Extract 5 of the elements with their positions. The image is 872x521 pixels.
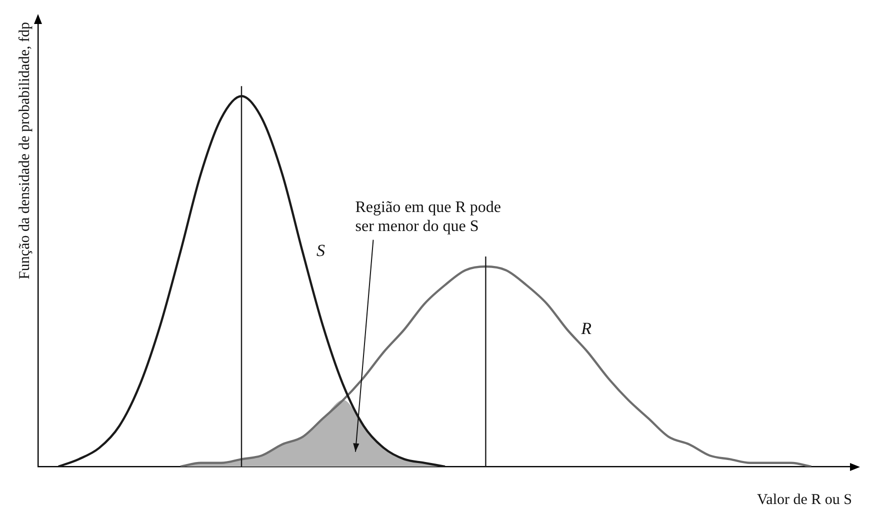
annotation: Região em que R pode ser menor do que S — [355, 199, 501, 236]
series-label: R — [580, 318, 592, 338]
x-axis-title: Valor de R ou S — [757, 492, 852, 508]
series-label: S — [316, 241, 326, 260]
y-axis-title: Função da densidade de probabilidade, fdp — [16, 22, 33, 280]
